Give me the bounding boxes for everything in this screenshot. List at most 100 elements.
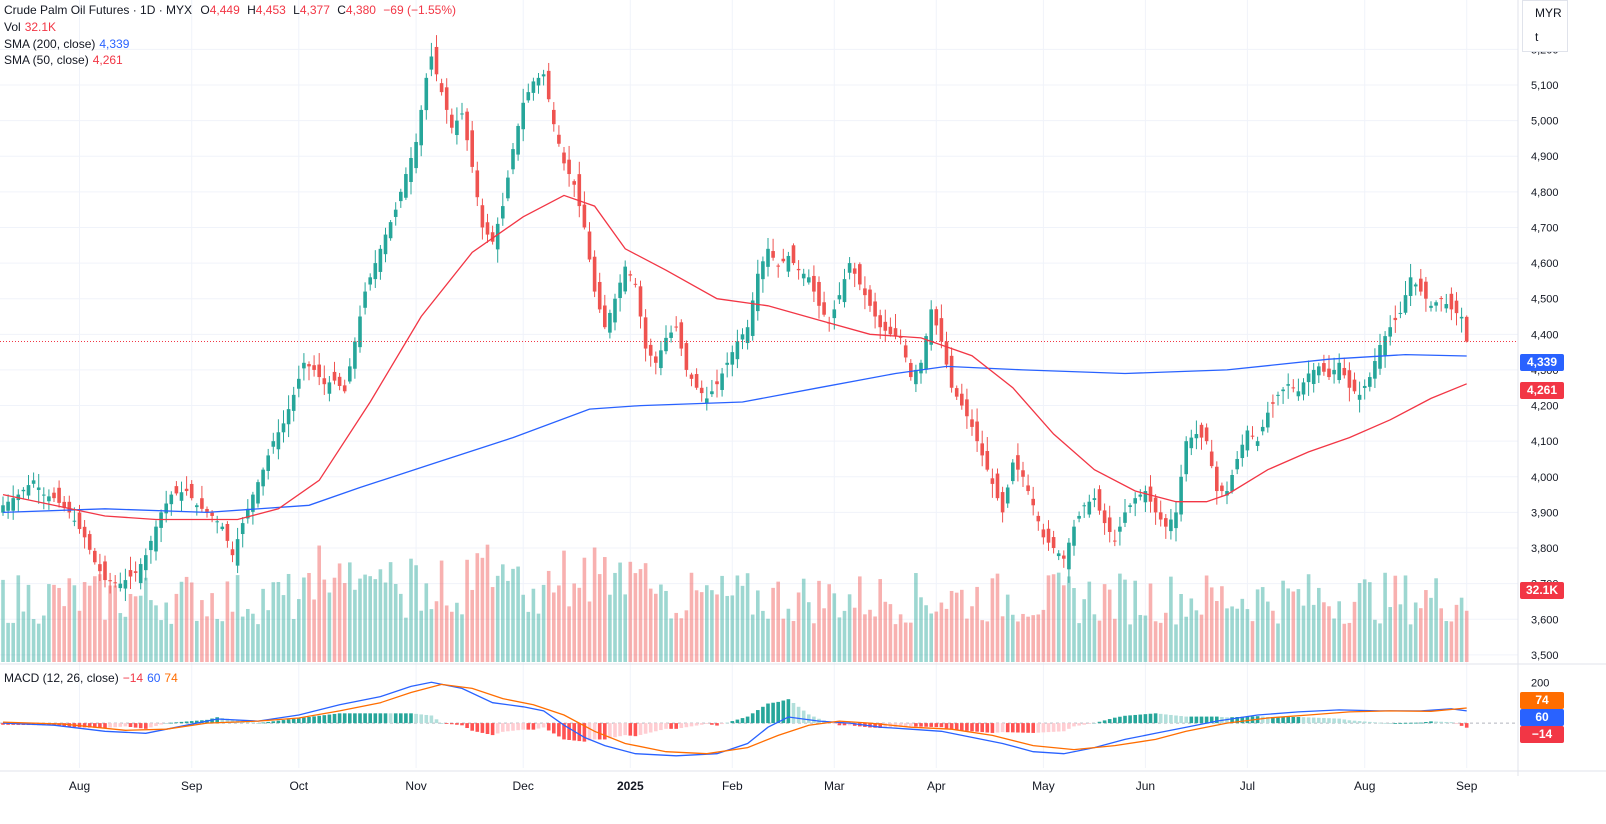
- volume-bar: [460, 614, 464, 662]
- macd-histogram-bar: [1194, 716, 1199, 724]
- candle-body: [715, 381, 719, 385]
- volume-bar: [1072, 588, 1076, 662]
- macd-histogram-bar: [475, 723, 480, 732]
- volume-bar: [230, 611, 235, 662]
- macd-histogram-bar: [1113, 717, 1117, 724]
- volume-bar: [837, 617, 842, 662]
- candle-body: [1240, 444, 1245, 459]
- volume-bar: [266, 610, 270, 662]
- candle-body: [434, 46, 439, 75]
- macd-histogram-bar: [1072, 723, 1076, 727]
- candle-body: [888, 326, 893, 335]
- macd-histogram-bar: [1056, 723, 1061, 732]
- candle-body: [546, 70, 551, 100]
- time-tick-label: Aug: [1354, 779, 1375, 793]
- macd-histogram-bar: [705, 723, 709, 724]
- volume-bar: [903, 622, 908, 662]
- price-tick-label: 4,600: [1531, 258, 1559, 270]
- sma200-legend[interactable]: SMA (200, close) 4,339: [4, 36, 129, 53]
- candle-body: [684, 343, 689, 370]
- volume-bar: [378, 569, 383, 662]
- macd-histogram-bar: [174, 722, 179, 724]
- candle-body: [52, 492, 56, 499]
- macd-histogram-bar: [791, 702, 796, 724]
- macd-histogram-bar: [771, 702, 775, 724]
- macd-histogram-bar: [1138, 714, 1143, 724]
- macd-histogram-bar: [526, 723, 531, 730]
- macd-histogram-bar: [1107, 719, 1112, 724]
- macd-histogram-bar: [1087, 723, 1092, 724]
- macd-histogram-bar: [557, 723, 561, 737]
- candle-body: [587, 231, 592, 260]
- volume-bar: [21, 611, 26, 662]
- sma50-line: [2, 194, 1467, 521]
- open-value: 4,449: [209, 3, 240, 17]
- macd-histogram-bar: [251, 722, 255, 724]
- volume-bar: [1164, 612, 1168, 662]
- candle-body: [353, 341, 357, 369]
- axis-unit-selector[interactable]: MYR t: [1522, 0, 1568, 52]
- candle-body: [1138, 494, 1143, 497]
- candle-body: [740, 334, 745, 340]
- volume-bar: [939, 602, 944, 662]
- volume-bar: [62, 606, 66, 662]
- macd-histogram-bar: [429, 715, 434, 724]
- volume-bar: [1444, 621, 1449, 662]
- candle-body: [863, 288, 867, 296]
- currency-label[interactable]: MYR: [1535, 6, 1562, 20]
- candle-body: [271, 441, 276, 447]
- macd-histogram-bar: [450, 723, 454, 725]
- macd-histogram-bar: [832, 723, 837, 724]
- sma50-legend[interactable]: SMA (50, close) 4,261: [4, 52, 123, 69]
- volume-bar: [404, 617, 408, 662]
- price-tick-label: 3,900: [1531, 507, 1559, 519]
- macd-legend[interactable]: MACD (12, 26, close) −14 60 74: [4, 670, 178, 687]
- volume-bar: [562, 550, 566, 662]
- macd-histogram-bar: [169, 722, 174, 724]
- candle-body: [200, 498, 204, 509]
- volume-bar: [960, 589, 964, 662]
- volume-bar: [735, 575, 740, 662]
- macd-histogram-bar: [1077, 723, 1081, 726]
- candle-body: [184, 488, 189, 492]
- volume-bar: [87, 585, 92, 662]
- candle-body: [1153, 497, 1158, 513]
- candle-body: [495, 223, 500, 250]
- candle-body: [322, 378, 327, 385]
- volume-bar: [169, 623, 174, 662]
- time-tick-label: Mar: [824, 779, 845, 793]
- volume-bar: [832, 593, 837, 662]
- volume-bar: [705, 585, 709, 662]
- volume-legend[interactable]: Vol 32.1K: [4, 19, 56, 36]
- macd-histogram-bar: [1378, 722, 1382, 724]
- macd-histogram-bar: [1388, 723, 1392, 724]
- unit-label[interactable]: t: [1535, 30, 1539, 44]
- volume-bar: [1225, 608, 1229, 662]
- candle-body: [531, 81, 536, 93]
- symbol-label[interactable]: Crude Palm Oil Futures · 1D · MYX: [4, 3, 193, 17]
- candle-body: [745, 327, 750, 344]
- volume-bar: [827, 584, 831, 662]
- macd-histogram-bar: [353, 713, 357, 724]
- volume-bar: [1021, 613, 1025, 662]
- volume-bar: [358, 578, 362, 662]
- volume-bar: [36, 623, 41, 662]
- candle-body: [1464, 316, 1469, 342]
- candle-body: [812, 275, 816, 292]
- macd-histogram-bar: [302, 717, 306, 724]
- volume-bar: [791, 621, 796, 662]
- volume-bar: [450, 611, 454, 662]
- macd-histogram-bar: [434, 719, 439, 724]
- macd-histogram-bar: [332, 713, 337, 724]
- volume-bar: [419, 610, 423, 662]
- volume-bar: [485, 544, 490, 662]
- volume-bar: [26, 584, 31, 662]
- volume-bar: [256, 624, 260, 662]
- macd-histogram-bar: [485, 723, 490, 734]
- macd-histogram-bar: [1082, 723, 1086, 725]
- macd-histogram-bar: [873, 723, 877, 728]
- volume-bar: [858, 576, 862, 662]
- price-tick-label: 5,000: [1531, 116, 1559, 128]
- macd-histogram-bar: [465, 723, 469, 729]
